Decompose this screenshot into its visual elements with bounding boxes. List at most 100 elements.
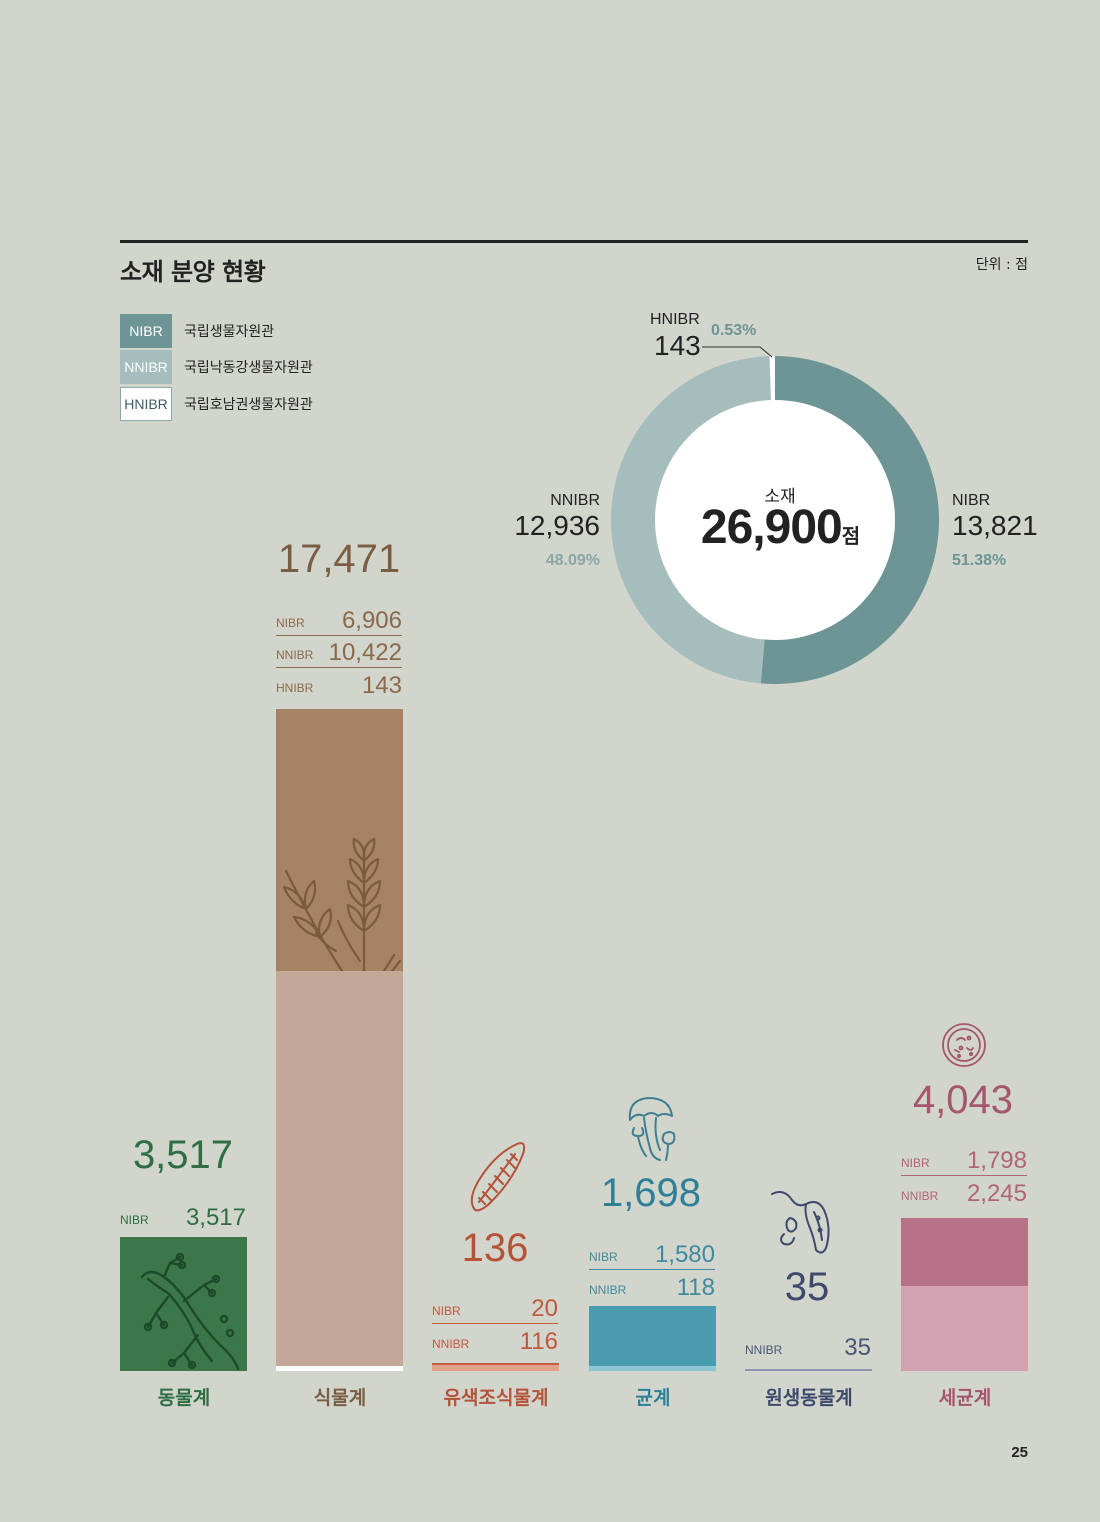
- category-total-animals: 3,517: [132, 1133, 234, 1177]
- bar-segment-nnibr: [745, 1369, 872, 1371]
- donut-chart: [611, 356, 940, 684]
- breakdown-protozoa: NNIBR 35: [745, 1330, 871, 1362]
- category-total-protozoa: 35: [784, 1265, 830, 1309]
- donut-slice-hnibr: [769, 356, 775, 403]
- hnibr-leader-line: [702, 346, 773, 358]
- donut-slice-nibr: [760, 356, 940, 684]
- page-title: 소재 분양 현황: [120, 258, 266, 286]
- category-name-bacteria: 세균계: [938, 1387, 992, 1409]
- breakdown-row: NIBR 1,798: [901, 1144, 1027, 1176]
- category-total-chromista: 136: [461, 1226, 529, 1270]
- bar-segment-nibr: [276, 709, 403, 971]
- breakdown-chromista: NIBR 20 NNIBR 116: [432, 1292, 558, 1356]
- bar-segment-hnibr: [276, 1365, 403, 1371]
- donut-label-nibr-value: 13,821: [952, 510, 1038, 541]
- bar-segment-nnibr: [276, 970, 403, 1366]
- breakdown-bacteria: NIBR 1,798 NNIBR 2,245: [901, 1144, 1027, 1208]
- breakdown-key: NNIBR: [432, 1337, 470, 1351]
- breakdown-key: NNIBR: [901, 1189, 939, 1203]
- donut-label-nnibr-code: NNIBR: [550, 492, 600, 509]
- bar-segment-nibr: [120, 1237, 247, 1371]
- legend-label-nnibr: 국립낙동강생물자원관: [184, 360, 313, 376]
- breakdown-fungi: NIBR 1,580 NNIBR 118: [589, 1238, 715, 1302]
- breakdown-key: NIBR: [276, 616, 305, 630]
- breakdown-key: NIBR: [120, 1213, 149, 1227]
- page-number: 25: [1011, 1444, 1028, 1461]
- breakdown-key: HNIBR: [276, 681, 314, 695]
- bacteria-dish-icon: [942, 1023, 986, 1067]
- breakdown-value: 20: [531, 1295, 558, 1322]
- breakdown-value: 116: [519, 1328, 558, 1355]
- donut-label-nibr-pct: 51.38%: [952, 552, 1007, 569]
- category-name-chromista: 유색조식물계: [443, 1387, 549, 1409]
- bar-plants: [276, 709, 403, 1371]
- mushroom-icon: [628, 1097, 676, 1161]
- bar-segment-nibr: [901, 1217, 1028, 1286]
- category-name-fungi: 균계: [635, 1387, 671, 1409]
- breakdown-value: 35: [844, 1334, 871, 1361]
- breakdown-row: NIBR 3,517: [120, 1200, 246, 1232]
- bar-animals: [120, 1237, 247, 1371]
- breakdown-key: NNIBR: [589, 1283, 627, 1297]
- breakdown-row: NNIBR 2,245: [901, 1176, 1027, 1208]
- breakdown-key: NNIBR: [745, 1343, 783, 1357]
- unit-label: 단위 : 점: [975, 257, 1028, 273]
- breakdown-key: NIBR: [432, 1304, 461, 1318]
- legend-item-hnibr: HNIBR 국립호남권생물자원관: [120, 386, 313, 422]
- bar-bacteria: [901, 1217, 1028, 1371]
- breakdown-value: 3,517: [185, 1204, 246, 1231]
- donut-total-unit: 점: [841, 524, 860, 548]
- category-name-plants: 식물계: [313, 1387, 367, 1409]
- breakdown-value: 118: [676, 1274, 715, 1301]
- bar-segment-nnibr: [901, 1285, 1028, 1371]
- legend-label-hnibr: 국립호남권생물자원관: [184, 397, 313, 413]
- breakdown-row: NIBR 6,906: [276, 604, 402, 636]
- breakdown-row: NIBR 20: [432, 1292, 558, 1324]
- category-total-plants: 17,471: [277, 537, 401, 581]
- legend-swatch-nibr: NIBR: [120, 314, 172, 348]
- bar-chromista: [432, 1363, 559, 1371]
- legend-item-nnibr: NNIBR 국립낙동강생물자원관: [120, 349, 313, 385]
- category-name-animals: 동물계: [157, 1387, 211, 1409]
- legend-swatch-nnibr: NNIBR: [120, 350, 172, 384]
- breakdown-row: NNIBR 35: [745, 1330, 871, 1362]
- bar-segment-nnibr: [589, 1366, 716, 1371]
- breakdown-value: 6,906: [341, 607, 402, 634]
- breakdown-row: NIBR 1,580: [589, 1238, 715, 1270]
- bar-segment-nnibr: [432, 1365, 559, 1371]
- category-total-fungi: 1,698: [600, 1171, 702, 1215]
- donut-total: 26,900: [700, 501, 843, 554]
- breakdown-value: 1,798: [966, 1147, 1027, 1174]
- breakdown-row: NNIBR 118: [589, 1270, 715, 1302]
- breakdown-row: HNIBR 143: [276, 668, 402, 700]
- donut-label-hnibr-pct: 0.53%: [711, 322, 757, 339]
- breakdown-plants: NIBR 6,906 NNIBR 10,422 HNIBR 143: [276, 604, 402, 700]
- legend-item-nibr: NIBR 국립생물자원관: [120, 313, 274, 349]
- donut-center-disc: [655, 400, 895, 640]
- donut-center-label: 소재: [764, 487, 796, 507]
- bar-fungi: [589, 1306, 716, 1371]
- diatom-icon: [470, 1142, 526, 1212]
- breakdown-value: 1,580: [654, 1241, 715, 1268]
- bar-segment-nibr: [432, 1363, 559, 1365]
- protozoa-icon: [771, 1191, 830, 1254]
- donut-label-hnibr-code: HNIBR: [650, 311, 700, 328]
- donut-label-hnibr-value: 143: [654, 330, 701, 361]
- donut-center-value: 26,900점: [640, 500, 920, 555]
- breakdown-value: 2,245: [966, 1180, 1027, 1207]
- donut-label-nibr-code: NIBR: [952, 492, 991, 509]
- breakdown-animals: NIBR 3,517: [120, 1200, 246, 1232]
- bar-segment-nibr: [589, 1306, 716, 1366]
- breakdown-key: NNIBR: [276, 648, 314, 662]
- bar-protozoa: [745, 1369, 872, 1371]
- category-name-protozoa: 원생동물계: [765, 1387, 853, 1409]
- breakdown-value: 10,422: [328, 639, 402, 666]
- donut-label-nnibr-value: 12,936: [514, 510, 600, 541]
- category-total-bacteria: 4,043: [912, 1078, 1014, 1122]
- legend-label-nibr: 국립생물자원관: [184, 324, 275, 340]
- breakdown-value: 143: [361, 672, 402, 699]
- breakdown-key: NIBR: [589, 1250, 618, 1264]
- breakdown-row: NNIBR 10,422: [276, 636, 402, 668]
- donut-slice-nnibr: [611, 356, 772, 684]
- donut-label-nnibr-pct: 48.09%: [545, 552, 600, 569]
